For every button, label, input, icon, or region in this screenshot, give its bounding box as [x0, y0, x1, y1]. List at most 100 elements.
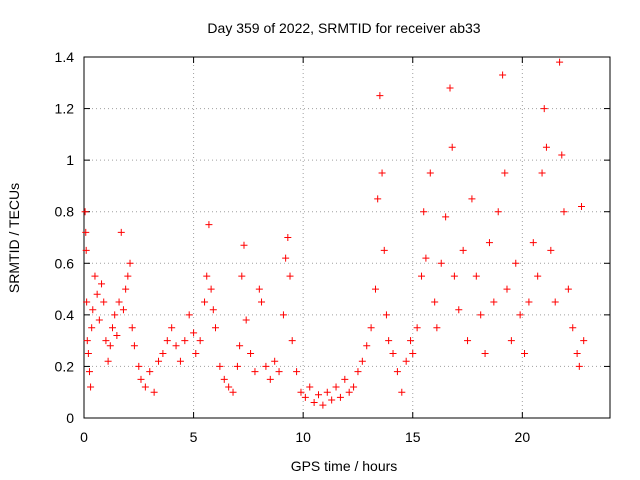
data-point-marker [108, 324, 116, 332]
data-point-marker [431, 298, 439, 306]
data-point-marker [328, 396, 336, 404]
data-point-marker [547, 246, 555, 254]
data-point-marker [242, 316, 250, 324]
data-point-marker [448, 143, 456, 151]
data-point-marker [85, 368, 93, 376]
x-tick-label: 20 [515, 429, 531, 445]
data-point-marker [507, 337, 515, 345]
data-point-marker [119, 306, 127, 314]
data-point-marker [341, 375, 349, 383]
data-point-marker [168, 324, 176, 332]
data-point-marker [122, 285, 130, 293]
data-point-marker [420, 208, 428, 216]
data-point-marker [345, 388, 353, 396]
data-point-marker [82, 246, 90, 254]
data-point-marker [382, 311, 390, 319]
data-point-marker [481, 350, 489, 358]
data-point-marker [185, 311, 193, 319]
data-point-marker [91, 272, 99, 280]
data-point-marker [402, 357, 410, 365]
grid [84, 57, 610, 418]
data-point-marker [569, 324, 577, 332]
data-point-marker [104, 357, 112, 365]
y-tick-label: 1.4 [55, 49, 75, 65]
data-point-marker [499, 71, 507, 79]
data-point-marker [433, 324, 441, 332]
data-point-marker [106, 342, 114, 350]
data-point-marker [538, 169, 546, 177]
data-point-marker [332, 383, 340, 391]
x-tick-label: 15 [405, 429, 421, 445]
data-point-marker [124, 272, 132, 280]
data-point-marker [275, 368, 283, 376]
y-axis-label: SRMTID / TECUs [6, 183, 22, 293]
data-point-marker [150, 388, 158, 396]
data-point-marker [529, 239, 537, 247]
data-point-marker [494, 208, 502, 216]
data-point-marker [196, 337, 204, 345]
data-point-marker [477, 311, 485, 319]
data-point-marker [181, 337, 189, 345]
data-point-marker [374, 195, 382, 203]
data-point-marker [87, 383, 95, 391]
data-point-marker [83, 298, 91, 306]
data-point-marker [512, 259, 520, 267]
data-point-marker [126, 259, 134, 267]
data-point-marker [490, 298, 498, 306]
data-point-marker [172, 342, 180, 350]
data-point-marker [100, 298, 108, 306]
data-point-marker [98, 280, 106, 288]
data-point-marker [336, 393, 344, 401]
data-point-marker [389, 350, 397, 358]
data-point-marker [580, 337, 588, 345]
data-point-marker [363, 342, 371, 350]
data-point-marker [378, 169, 386, 177]
data-point-marker [422, 254, 430, 262]
data-point-marker [540, 105, 548, 113]
data-point-marker [319, 401, 327, 409]
data-point-marker [525, 298, 533, 306]
data-point-marker [442, 213, 450, 221]
data-point-marker [192, 350, 200, 358]
data-point-marker [464, 337, 472, 345]
y-tick-label: 1 [66, 152, 74, 168]
data-point-marker [225, 383, 233, 391]
data-point-marker [521, 350, 529, 358]
y-tick-label: 0.4 [55, 307, 75, 323]
data-point-marker [446, 84, 454, 92]
data-point-marker [83, 337, 91, 345]
data-point-marker [279, 311, 287, 319]
y-tick-label: 0.8 [55, 204, 75, 220]
data-point-marker [551, 298, 559, 306]
data-point-marker [485, 239, 493, 247]
data-point-marker [409, 350, 417, 358]
data-point-marker [141, 383, 149, 391]
data-point-marker [128, 324, 136, 332]
data-point-marker [371, 285, 379, 293]
data-point-marker [282, 254, 290, 262]
data-point-marker [573, 350, 581, 358]
data-point-marker [89, 306, 97, 314]
data-point-marker [393, 368, 401, 376]
data-point-marker [286, 272, 294, 280]
data-point-marker [288, 337, 296, 345]
data-point-marker [468, 195, 476, 203]
x-tick-label: 0 [80, 429, 88, 445]
data-point-marker [564, 285, 572, 293]
data-point-marker [176, 357, 184, 365]
data-point-marker [578, 203, 586, 211]
data-point-marker [297, 388, 305, 396]
data-point-marker [190, 329, 198, 337]
data-point-marker [455, 306, 463, 314]
data-point-marker [367, 324, 375, 332]
data-point-marker [450, 272, 458, 280]
data-point-marker [437, 259, 445, 267]
data-point-marker [459, 246, 467, 254]
data-point-marker [558, 151, 566, 159]
data-point-marker [323, 388, 331, 396]
data-point-marker [503, 285, 511, 293]
data-point-marker [501, 169, 509, 177]
data-point-marker [542, 143, 550, 151]
